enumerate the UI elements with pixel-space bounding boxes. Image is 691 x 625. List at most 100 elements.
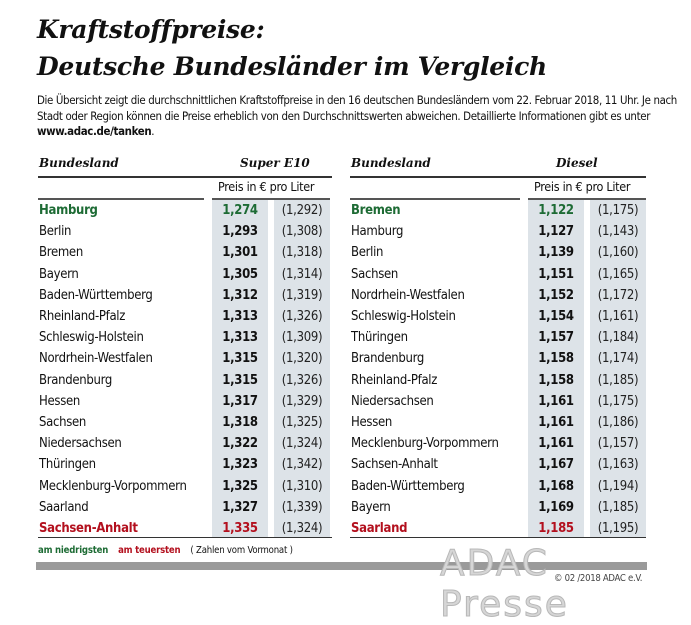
adac-link[interactable]: www.adac.de/tanken xyxy=(37,124,152,139)
table-row: Rheinland-Pfalz 1,313 (1,326) xyxy=(38,306,332,327)
state-name: Niedersachsen xyxy=(351,393,434,409)
diesel-table: Bundesland Diesel Preis in € pro Liter Bre… xyxy=(350,150,646,542)
table-row: Saarland 1,327 (1,339) xyxy=(38,497,332,518)
state-name: Sachsen-Anhalt xyxy=(39,521,138,536)
table-row: Rheinland-Pfalz 1,158 (1,185) xyxy=(350,370,646,391)
table-row: Sachsen 1,151 (1,165) xyxy=(350,264,646,285)
price: 1,168 xyxy=(538,478,574,494)
title-line-2: Deutsche Bundesländer im Vergleich xyxy=(37,52,547,81)
table-row: Bayern 1,169 (1,185) xyxy=(350,497,646,518)
price: 1,312 xyxy=(222,287,258,303)
table-row: Sachsen-Anhalt 1,167 (1,163) xyxy=(350,454,646,475)
table-row: Thüringen 1,157 (1,184) xyxy=(350,327,646,348)
price: 1,322 xyxy=(222,436,258,452)
previous-price: (1,186) xyxy=(597,415,639,430)
price: 1,313 xyxy=(222,309,258,324)
table-row: Thüringen 1,323 (1,342) xyxy=(38,454,332,475)
price: 1,315 xyxy=(222,372,258,388)
price: 1,313 xyxy=(222,330,258,346)
table-row: Schleswig-Holstein 1,313 (1,309) xyxy=(38,327,332,348)
state-name: Bremen xyxy=(351,203,401,218)
previous-price: (1,184) xyxy=(597,330,639,346)
previous-price: (1,319) xyxy=(281,287,323,303)
previous-price: (1,143) xyxy=(597,224,639,240)
table-row: Bayern 1,305 (1,314) xyxy=(38,264,332,285)
table-row: Bremen 1,301 (1,318) xyxy=(38,242,332,263)
price: 1,161 xyxy=(538,436,574,452)
state-name: Thüringen xyxy=(39,457,96,473)
footer-bar xyxy=(36,562,647,570)
previous-price: (1,172) xyxy=(597,287,639,303)
price: 1,185 xyxy=(538,521,574,536)
table-row: Hamburg 1,274 (1,292) xyxy=(38,200,332,221)
table-row: Hamburg 1,127 (1,143) xyxy=(350,221,646,242)
state-name: Sachsen-Anhalt xyxy=(351,457,438,473)
previous-price: (1,161) xyxy=(597,309,639,324)
previous-price: (1,174) xyxy=(597,351,639,367)
price: 1,327 xyxy=(222,499,258,515)
legend-note: ( Zahlen vom Vormonat ) xyxy=(190,545,293,556)
price: 1,315 xyxy=(222,351,258,367)
previous-price: (1,318) xyxy=(281,245,323,261)
state-name: Bayern xyxy=(351,499,391,515)
previous-price: (1,165) xyxy=(597,266,639,282)
super-e10-table: Bundesland Super E10 Preis in € pro Liter … xyxy=(38,150,332,542)
price: 1,122 xyxy=(538,203,574,218)
price: 1,169 xyxy=(538,499,574,515)
table-row: Niedersachsen 1,322 (1,324) xyxy=(38,433,332,454)
table-row: Baden-Württemberg 1,312 (1,319) xyxy=(38,285,332,306)
state-name: Baden-Württemberg xyxy=(39,287,153,303)
table-row: Hessen 1,317 (1,329) xyxy=(38,391,332,412)
price: 1,274 xyxy=(222,203,258,218)
header-state: Bundesland xyxy=(39,156,119,170)
prev-column-bg xyxy=(590,200,646,537)
intro-end: . xyxy=(151,124,155,139)
header-divider xyxy=(350,176,646,178)
state-name: Nordrhein-Westfalen xyxy=(39,351,153,367)
state-name: Schleswig-Holstein xyxy=(351,309,456,324)
price: 1,301 xyxy=(222,245,258,261)
state-name: Sachsen xyxy=(39,415,87,430)
price: 1,151 xyxy=(538,266,574,282)
price-column-bg xyxy=(212,200,268,537)
price: 1,167 xyxy=(538,457,574,473)
table-row: Brandenburg 1,315 (1,326) xyxy=(38,370,332,391)
previous-price: (1,320) xyxy=(281,351,323,367)
divider xyxy=(38,198,204,200)
table-row: Nordrhein-Westfalen 1,152 (1,172) xyxy=(350,285,646,306)
price: 1,157 xyxy=(538,330,574,346)
intro-text: Die Übersicht zeigt die durchschnittlich… xyxy=(37,93,677,140)
price: 1,139 xyxy=(538,245,574,261)
title-line-1: Kraftstoffpreise: xyxy=(37,15,265,44)
previous-price: (1,160) xyxy=(597,245,639,261)
state-name: Mecklenburg-Vorpommern xyxy=(39,478,187,494)
previous-price: (1,194) xyxy=(597,478,639,494)
table-row: Brandenburg 1,158 (1,174) xyxy=(350,348,646,369)
subheader-unit: Preis in € pro Liter xyxy=(218,179,315,194)
state-name: Rheinland-Pfalz xyxy=(351,372,438,388)
previous-price: (1,308) xyxy=(281,224,323,240)
previous-price: (1,314) xyxy=(281,266,323,282)
state-name: Berlin xyxy=(39,224,72,240)
table-row: Niedersachsen 1,161 (1,175) xyxy=(350,391,646,412)
state-name: Thüringen xyxy=(351,330,408,346)
state-name: Mecklenburg-Vorpommern xyxy=(351,436,499,452)
prev-column-bg xyxy=(274,200,330,537)
table-row: Sachsen 1,318 (1,325) xyxy=(38,412,332,433)
previous-price: (1,185) xyxy=(597,499,639,515)
table-row: Schleswig-Holstein 1,154 (1,161) xyxy=(350,306,646,327)
copyright: © 02 /2018 ADAC e.V. xyxy=(554,573,643,584)
divider xyxy=(528,198,646,200)
state-name: Hessen xyxy=(39,393,80,409)
state-name: Sachsen xyxy=(351,266,399,282)
watermark: ADAC Presse xyxy=(440,543,569,625)
price: 1,161 xyxy=(538,393,574,409)
price: 1,158 xyxy=(538,372,574,388)
state-name: Schleswig-Holstein xyxy=(39,330,144,346)
table-row: Hessen 1,161 (1,186) xyxy=(350,412,646,433)
table-row: Berlin 1,139 (1,160) xyxy=(350,242,646,263)
divider xyxy=(350,198,520,200)
previous-price: (1,342) xyxy=(281,457,323,473)
previous-price: (1,324) xyxy=(281,521,323,536)
header-divider xyxy=(38,176,332,178)
